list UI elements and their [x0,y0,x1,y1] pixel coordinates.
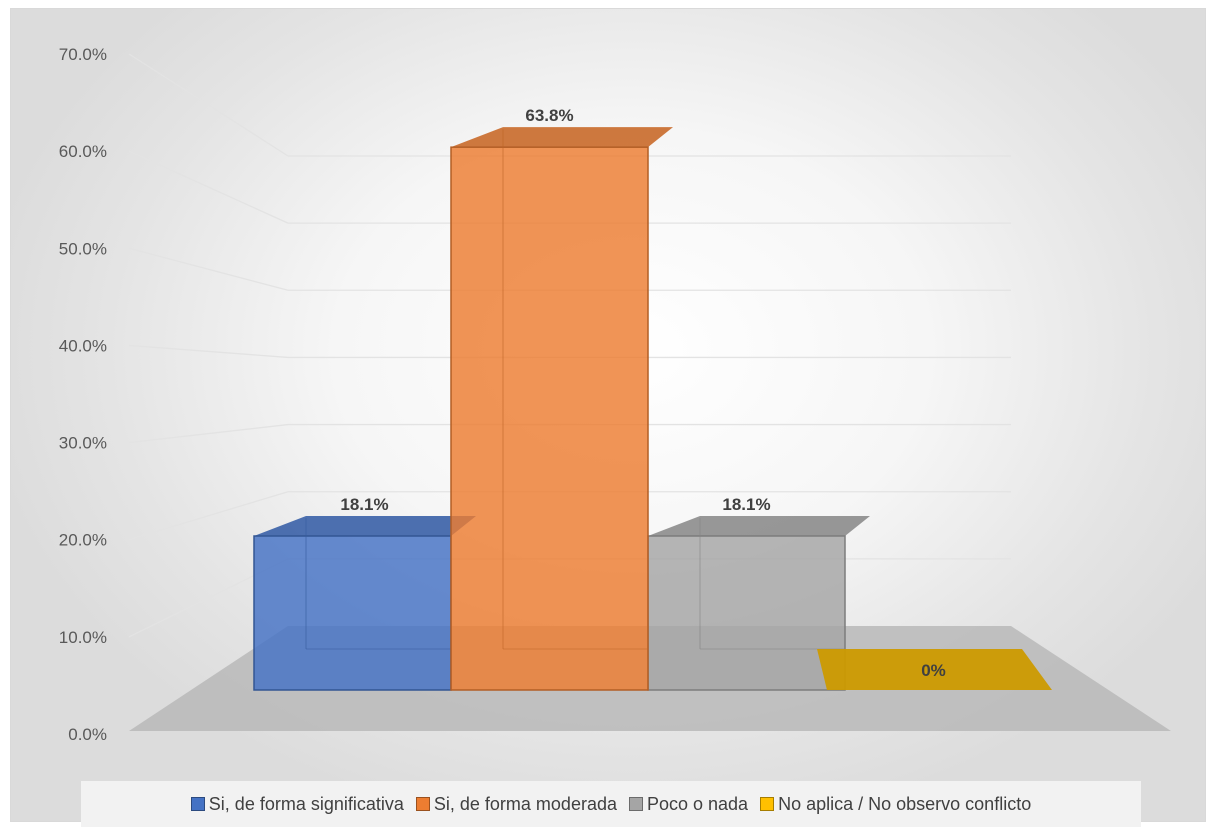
data-label: 0% [921,661,946,680]
side-gridline [128,491,289,541]
legend-label: Si, de forma moderada [433,793,617,814]
bar [647,535,846,691]
legend-item: Si, de forma moderada [415,793,617,815]
chart-frame: 0.0% 10.0% 20.0% 30.0% 40.0% 50.0% 60.0% 70.0% 1… [10,8,1206,827]
y-tick-label: 50.0% [59,239,107,258]
side-gridline [128,344,289,359]
bar-top-face [648,516,870,536]
y-tick-label: 0.0% [68,725,107,744]
data-label: 18.1% [340,495,388,514]
y-tick-label: 10.0% [59,628,107,647]
legend-swatch [760,797,775,811]
legend-label: Poco o nada [646,793,749,814]
y-tick-label: 70.0% [59,45,107,64]
legend-item: No aplica / No observo conflicto [760,794,1031,815]
y-tick-label: 30.0% [59,434,107,453]
bar-top-face [451,127,673,148]
y-tick-label: 60.0% [59,142,107,161]
legend-swatch [628,797,643,811]
legend-swatch [415,797,430,811]
legend-label: No aplica / No observo conflicto [778,793,1032,814]
data-label: 18.1% [722,495,770,514]
bar-chart: 0.0% 10.0% 20.0% 30.0% 40.0% 50.0% 60.0% 70.0% 1… [59,45,1171,744]
legend-swatch [190,797,205,811]
legend-label: Si, de forma significativa [208,793,404,814]
bar [253,535,452,691]
y-tick-label: 40.0% [59,336,107,355]
bar [450,146,649,691]
bar-top-face [817,649,1052,690]
legend-item: Poco o nada [628,793,749,815]
bar-top-face [254,516,476,536]
legend-item: Si, de forma significativa [190,793,404,815]
side-gridline [128,150,289,224]
side-gridline [128,53,289,157]
data-label: 63.8% [525,106,573,125]
side-gridline [128,247,289,291]
legend: Si, de forma significativa Si, de forma m… [81,781,1141,827]
side-gridline [128,423,289,444]
y-tick-label: 20.0% [59,531,107,550]
